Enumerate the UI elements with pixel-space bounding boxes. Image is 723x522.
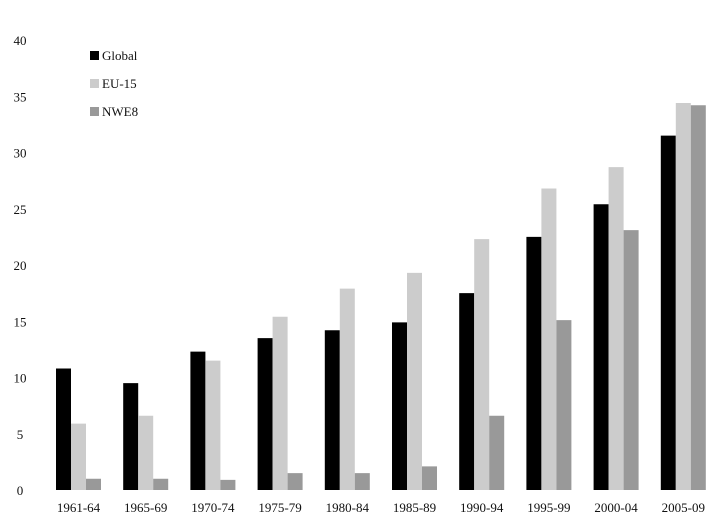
bar-nwe8-1995-99 xyxy=(556,320,572,490)
bar-eu-15-1970-74 xyxy=(205,360,221,490)
bar-global-1980-84 xyxy=(324,330,340,490)
bar-global-2005-09 xyxy=(660,135,676,490)
y-tick-label: 10 xyxy=(14,371,27,386)
bar-global-1975-79 xyxy=(257,338,273,490)
x-tick-label: 1995-99 xyxy=(527,500,570,515)
bar-nwe8-1970-74 xyxy=(220,479,236,490)
legend-label: EU-15 xyxy=(102,76,137,91)
bar-nwe8-1980-84 xyxy=(354,473,370,490)
bar-global-1970-74 xyxy=(190,351,206,490)
legend-label: Global xyxy=(102,48,138,63)
bar-nwe8-1975-79 xyxy=(287,473,303,490)
bar-global-1985-89 xyxy=(392,322,407,490)
bar-eu-15-1961-64 xyxy=(71,423,86,490)
y-tick-label: 5 xyxy=(17,427,24,442)
y-tick-label: 15 xyxy=(14,314,27,329)
bar-nwe8-2005-09 xyxy=(690,105,706,490)
bar-group-2000-04 xyxy=(593,167,639,490)
bar-eu-15-1990-94 xyxy=(474,239,490,490)
x-tick-label: 1975-79 xyxy=(258,500,301,515)
bar-global-1961-64 xyxy=(56,368,71,490)
bar-global-2000-04 xyxy=(593,204,609,490)
legend-swatch xyxy=(90,107,99,116)
bar-group-1965-69 xyxy=(123,383,169,490)
bar-group-1970-74 xyxy=(190,351,236,490)
bar-group-1975-79 xyxy=(257,316,303,490)
bar-group-1990-94 xyxy=(459,239,505,490)
bars-group xyxy=(56,103,706,490)
y-tick-label: 0 xyxy=(17,483,24,498)
x-tick-label: 1965-69 xyxy=(124,500,167,515)
bar-group-1961-64 xyxy=(56,368,101,490)
x-tick-label: 1980-84 xyxy=(326,500,370,515)
bar-group-1980-84 xyxy=(324,288,370,490)
bar-eu-15-2000-04 xyxy=(608,167,624,490)
bar-group-2005-09 xyxy=(660,103,706,490)
bar-eu-15-2005-09 xyxy=(675,103,691,490)
y-tick-label: 35 xyxy=(14,89,27,104)
bar-eu-15-1965-69 xyxy=(138,415,154,490)
legend-swatch xyxy=(90,51,99,60)
bar-eu-15-1995-99 xyxy=(541,188,557,490)
bar-nwe8-2000-04 xyxy=(623,230,639,490)
x-axis: 1961-64 1965-69 1970-74 1975-79 1980-84 1985-… xyxy=(57,500,705,515)
x-tick-label: 2000-04 xyxy=(594,500,638,515)
legend-label: NWE8 xyxy=(102,104,138,119)
y-tick-label: 30 xyxy=(14,146,27,161)
bar-nwe8-1985-89 xyxy=(422,466,437,490)
x-tick-label: 1970-74 xyxy=(191,500,235,515)
legend: Global EU-15 NWE8 xyxy=(90,48,138,119)
legend-swatch xyxy=(90,79,99,88)
y-tick-label: 25 xyxy=(14,202,27,217)
bar-eu-15-1975-79 xyxy=(272,316,288,490)
x-tick-label: 2005-09 xyxy=(662,500,705,515)
bar-global-1990-94 xyxy=(459,293,475,490)
bar-nwe8-1965-69 xyxy=(153,478,169,490)
bar-eu-15-1985-89 xyxy=(407,272,422,490)
bar-group-1985-89 xyxy=(392,272,437,490)
y-axis: 0 5 10 15 20 25 30 35 40 xyxy=(14,33,27,498)
bar-global-1965-69 xyxy=(123,383,139,490)
bar-group-1995-99 xyxy=(526,188,572,490)
y-tick-label: 40 xyxy=(14,33,27,48)
y-tick-label: 20 xyxy=(14,258,27,273)
bar-eu-15-1980-84 xyxy=(339,288,355,490)
bar-global-1995-99 xyxy=(526,236,542,490)
x-tick-label: 1990-94 xyxy=(460,500,504,515)
x-tick-label: 1985-89 xyxy=(393,500,436,515)
x-tick-label: 1961-64 xyxy=(57,500,101,515)
bar-nwe8-1990-94 xyxy=(489,415,505,490)
bar-nwe8-1961-64 xyxy=(86,478,101,490)
